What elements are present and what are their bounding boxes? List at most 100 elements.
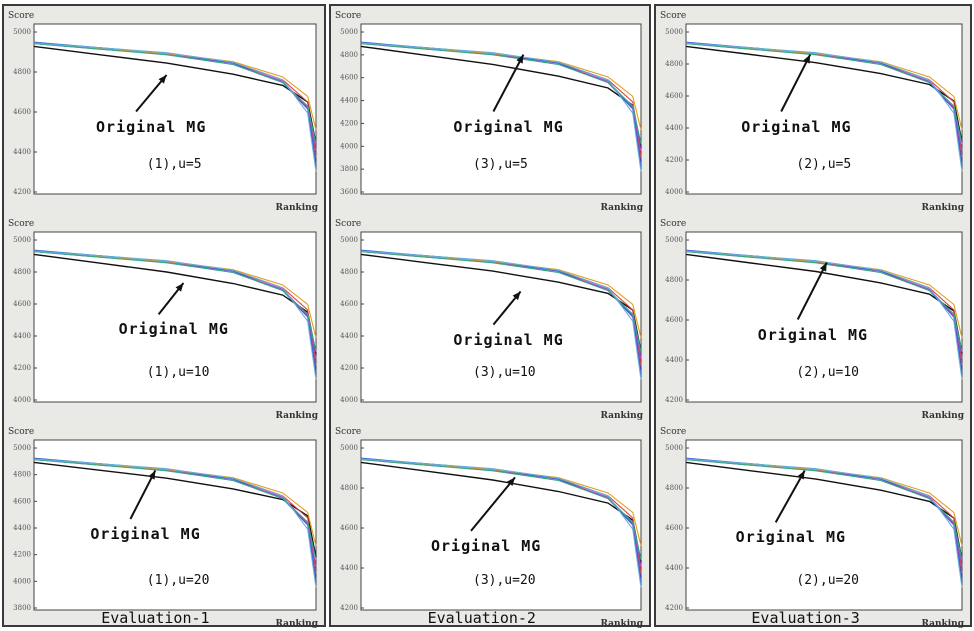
annotation-arrow	[470, 476, 516, 532]
x-axis-label: Ranking	[600, 619, 643, 629]
y-tick-label: 5000	[665, 444, 683, 452]
y-tick-label: 5000	[665, 28, 683, 36]
y-axis-label: Score	[660, 219, 687, 229]
evaluation-column-1: 5000 4800 4600 4400 4200 Score Ranking Original…	[2, 4, 326, 629]
x-axis-label: Ranking	[275, 203, 318, 213]
x-axis-label: Ranking	[921, 203, 964, 213]
y-tick-label: 5000	[340, 236, 358, 244]
evaluation-label: Evaluation-3	[751, 609, 860, 627]
panel-caption: (2),u=20	[796, 572, 860, 588]
annotation-original-mg: Original MG	[757, 325, 869, 344]
plot-svg: 5000 4800 4600 4400 4200 4000	[340, 231, 642, 404]
y-tick-label: 4600	[340, 74, 358, 82]
y-axis-label: Score	[335, 11, 362, 21]
y-tick-label: 4400	[13, 148, 31, 156]
x-axis-label: Ranking	[275, 411, 318, 421]
y-tick-label: 4200	[340, 364, 358, 372]
series-line	[685, 43, 963, 144]
y-tick-label: 5000	[665, 236, 683, 244]
series-line	[685, 251, 963, 339]
annotation-original-mg: Original MG	[453, 330, 564, 349]
y-tick-label: 4200	[665, 396, 683, 404]
annotation-arrow	[774, 470, 806, 523]
y-tick-label: 5000	[13, 236, 31, 244]
y-axis-label: Score	[8, 219, 35, 229]
y-tick-label: 4800	[340, 484, 358, 492]
chart-panel: 5000 4800 4600 4400 4200 4000 Score Ranking Orig…	[656, 10, 970, 213]
arrow-head	[158, 75, 167, 84]
x-axis-label: Ranking	[921, 411, 964, 421]
y-tick-label: 4600	[340, 524, 358, 532]
series-line	[360, 251, 642, 352]
y-tick-label: 4800	[13, 268, 31, 276]
panel-caption: (3),u=10	[473, 364, 536, 380]
chart-panel: 5000 4800 4600 4400 4200 4000 3800 3600 Score Ran…	[331, 10, 649, 213]
chart-panel: 5000 4800 4600 4400 4200 Score Ranking Original…	[4, 10, 324, 213]
y-tick-label: 5000	[13, 28, 31, 36]
y-tick-label: 4600	[13, 497, 31, 505]
series-line	[33, 459, 317, 560]
annotation-original-mg: Original MG	[453, 117, 564, 136]
y-axis-label: Score	[335, 219, 362, 229]
y-tick-label: 4600	[340, 300, 358, 308]
y-tick-label: 4400	[340, 332, 358, 340]
x-axis-label: Ranking	[600, 203, 643, 213]
y-axis-label: Score	[660, 427, 687, 437]
annotation-original-mg: Original MG	[96, 117, 207, 136]
y-tick-label: 4400	[340, 564, 358, 572]
y-tick-label: 4800	[665, 276, 683, 284]
annotation-original-mg: Original MG	[118, 320, 229, 339]
evaluation-column-2: 5000 4800 4600 4400 4200 4000 3800 3600 Score Ran…	[329, 4, 651, 629]
series-line	[33, 43, 317, 144]
arrow-head	[512, 291, 521, 301]
arrow-head	[175, 283, 184, 292]
y-tick-label: 4400	[665, 564, 683, 572]
y-tick-label: 4000	[340, 396, 358, 404]
y-tick-label: 4600	[665, 316, 683, 324]
y-tick-label: 4800	[340, 268, 358, 276]
y-tick-label: 4800	[13, 471, 31, 479]
y-tick-label: 3800	[13, 604, 31, 612]
series-line	[685, 43, 963, 131]
evaluation-column-3: 5000 4800 4600 4400 4200 4000 Score Ranking Orig…	[654, 4, 972, 629]
plot-svg: 5000 4800 4600 4400 4200	[665, 439, 963, 612]
y-tick-label: 4400	[665, 124, 683, 132]
series-line	[685, 458, 963, 588]
y-tick-label: 4200	[13, 364, 31, 372]
series-line	[685, 459, 963, 560]
y-tick-label: 5000	[340, 28, 358, 36]
plot-svg: 5000 4800 4600 4400 4200 4000	[665, 23, 963, 196]
x-axis-label: Ranking	[275, 619, 318, 629]
y-tick-label: 4400	[13, 332, 31, 340]
plot-svg: 5000 4800 4600 4400 4200	[665, 231, 963, 404]
series-line	[33, 458, 317, 588]
plot-svg: 5000 4800 4600 4400 4200 4000 3800 3600	[340, 23, 642, 196]
panel-caption: (3),u=5	[473, 156, 528, 172]
y-tick-label: 4200	[340, 604, 358, 612]
y-tick-label: 4000	[13, 396, 31, 404]
panel-caption: (3),u=20	[473, 572, 536, 588]
y-tick-label: 5000	[340, 444, 358, 452]
annotation-original-mg: Original MG	[735, 528, 847, 547]
y-tick-label: 4400	[665, 356, 683, 364]
series-line	[685, 459, 963, 547]
panel-caption: (2),u=5	[796, 156, 852, 172]
series-line	[360, 251, 642, 339]
panel-caption: (2),u=10	[796, 364, 860, 380]
series-line	[33, 251, 317, 339]
y-tick-label: 4200	[665, 156, 683, 164]
series-line	[33, 250, 317, 380]
panel-caption: (1),u=5	[146, 156, 202, 172]
y-tick-label: 5000	[13, 444, 31, 452]
chart-panel: 5000 4800 4600 4400 4200 4000 Score Ranking Orig…	[4, 218, 324, 421]
y-tick-label: 4000	[340, 142, 358, 150]
series-line	[685, 42, 963, 172]
y-axis-label: Score	[660, 11, 687, 21]
y-axis-label: Score	[8, 11, 35, 21]
x-axis-label: Ranking	[600, 411, 643, 421]
y-tick-label: 4400	[340, 97, 358, 105]
series-line	[33, 43, 317, 131]
y-tick-label: 4200	[340, 119, 358, 127]
plot-svg: 5000 4800 4600 4400 4200 4000	[13, 231, 317, 404]
plot-svg: 5000 4800 4600 4400 4200	[340, 439, 642, 612]
